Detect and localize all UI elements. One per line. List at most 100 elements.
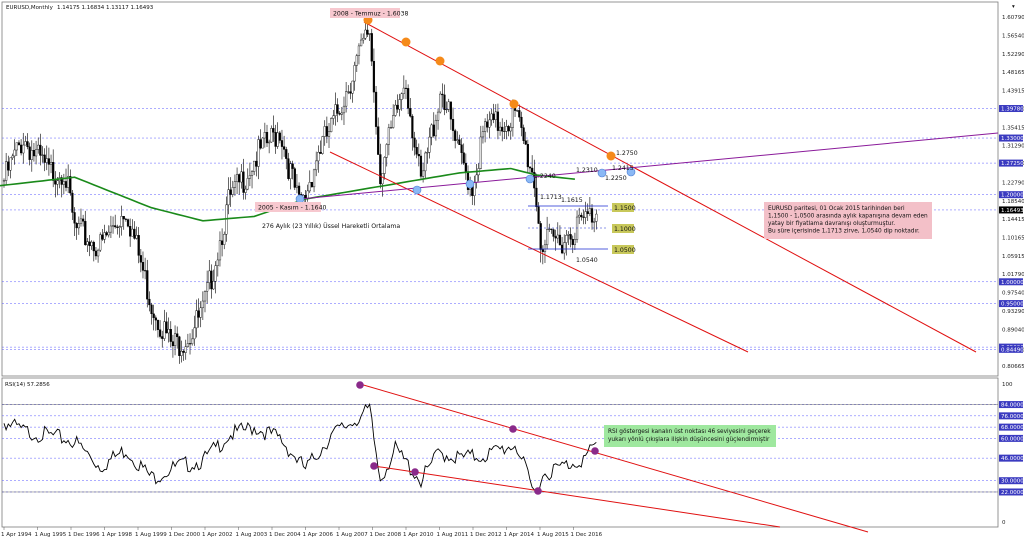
rsi-box-line: RSI göstergesi kanalın üst noktası 46 se… <box>608 429 771 435</box>
candle-body <box>550 228 553 230</box>
rsi-box-line: yukarı yönlü çıkışlara ilişkin düşüncesi… <box>608 437 770 443</box>
candle-body <box>246 178 249 190</box>
candle-body <box>552 229 555 237</box>
candle-body <box>240 171 243 183</box>
candle-body <box>276 132 279 147</box>
candle-body <box>413 137 416 148</box>
rsi-label: RSI(14) 57.2856 <box>5 382 50 388</box>
candle-body <box>424 152 427 172</box>
candle-body <box>30 150 33 160</box>
rsi-level-tag <box>999 454 1023 462</box>
level-1.05-tag-bg <box>612 245 634 254</box>
time-tick-label: 1 Apr 1998 <box>102 532 133 538</box>
candle-body <box>2 180 6 182</box>
candle-body <box>20 144 23 154</box>
price-highlight-tag <box>999 191 1023 199</box>
price-tick-label: 1.22790 <box>1002 181 1024 187</box>
rsi-axis: 100 84.0000 76.0000 68.0000 60.0000 46.0000 30… <box>999 382 1024 526</box>
candle-body <box>334 104 337 117</box>
rsi-marker <box>591 447 599 455</box>
candle-body <box>556 234 559 239</box>
price-tick-label: 0.80665 <box>1002 364 1024 370</box>
upper-channel-line <box>363 21 977 353</box>
time-tick-label: 1 Dec 2008 <box>370 532 402 538</box>
rsi-tick-label: 22.0000 <box>1001 490 1024 496</box>
candle-body <box>265 132 269 144</box>
candle-body <box>460 144 463 153</box>
candle-body <box>32 150 36 157</box>
candle-body <box>34 149 38 157</box>
candle-body <box>216 259 219 266</box>
candle-body <box>293 168 296 188</box>
rsi-tick-label: 0 <box>1002 520 1006 526</box>
candle-body <box>156 319 160 330</box>
candle-body <box>385 144 388 158</box>
low-2005-tag: 2005 - Kasım - 1.1640 <box>258 205 327 212</box>
candle-body <box>43 154 46 163</box>
price-highlight-tag <box>999 278 1023 286</box>
candle-body <box>548 228 551 230</box>
rsi-line <box>3 403 597 494</box>
low-2005-tag-bg <box>255 202 321 212</box>
candle-body <box>41 154 44 156</box>
candle-body <box>73 212 76 224</box>
candle-body <box>90 241 93 247</box>
candle-body <box>546 229 549 246</box>
candle-body <box>518 110 521 118</box>
time-tick-label: 1 Aug 2007 <box>336 532 368 538</box>
price-highlight-tag <box>999 300 1023 308</box>
rsi-pane[interactable] <box>1 377 999 528</box>
candle-body <box>374 91 378 127</box>
rsi-level-tag <box>999 488 1023 496</box>
candle-body <box>308 181 311 192</box>
candle-body <box>565 235 568 243</box>
price-label-1.2415: 1.2415 <box>612 165 634 172</box>
time-tick-label: 1 Apr 2006 <box>303 532 334 538</box>
rsi-marker <box>370 462 378 470</box>
candle-body <box>462 152 465 164</box>
candle-body <box>79 218 83 224</box>
rsi-tick-label: 100 <box>1002 382 1013 388</box>
candle-body <box>231 187 234 195</box>
candle-body <box>141 262 145 271</box>
price-tick-label: 1.35415 <box>1002 126 1024 132</box>
candle-body <box>161 336 164 339</box>
time-tick-label: 1 Apr 2010 <box>403 532 434 538</box>
menu-icon[interactable]: ▾ <box>1012 4 1015 10</box>
candle-body <box>353 65 356 82</box>
candle-body <box>229 189 232 195</box>
info-box: EURUSD paritesi, 01 Ocak 2015 tarihinden… <box>768 206 928 235</box>
candle-body <box>195 310 198 329</box>
price-label-1.2310: 1.2310 <box>576 167 598 174</box>
candle-body <box>342 105 346 114</box>
candle-body <box>377 126 380 155</box>
candle-body <box>310 181 314 188</box>
candle-body <box>580 214 583 218</box>
price-tick-label: 1.05915 <box>1002 254 1024 260</box>
candle-body <box>101 234 104 240</box>
candle-body <box>11 155 14 159</box>
candle-body <box>184 346 187 353</box>
candle-body <box>278 132 281 141</box>
candle-body <box>575 216 579 240</box>
level-1.05-tag: 1.0500 <box>614 247 636 254</box>
rsi-marker <box>356 381 364 389</box>
candle-body <box>456 139 459 141</box>
candle-body <box>355 55 358 66</box>
candle-body <box>584 211 587 218</box>
candle-body <box>287 158 290 179</box>
candle-body <box>332 115 335 119</box>
candle-body <box>417 154 420 157</box>
candle-body <box>105 232 108 236</box>
candle-body <box>409 108 412 117</box>
candle-body <box>139 255 142 263</box>
support-marker <box>412 185 422 195</box>
price-tick-label: 0.97540 <box>1002 290 1024 296</box>
price-pane[interactable] <box>1 1 999 377</box>
candle-body <box>214 265 217 282</box>
rsi-marker <box>509 425 517 433</box>
candle-body <box>129 226 132 237</box>
candle-body <box>336 104 339 114</box>
candle-body <box>154 317 157 321</box>
candle-body <box>118 226 121 228</box>
